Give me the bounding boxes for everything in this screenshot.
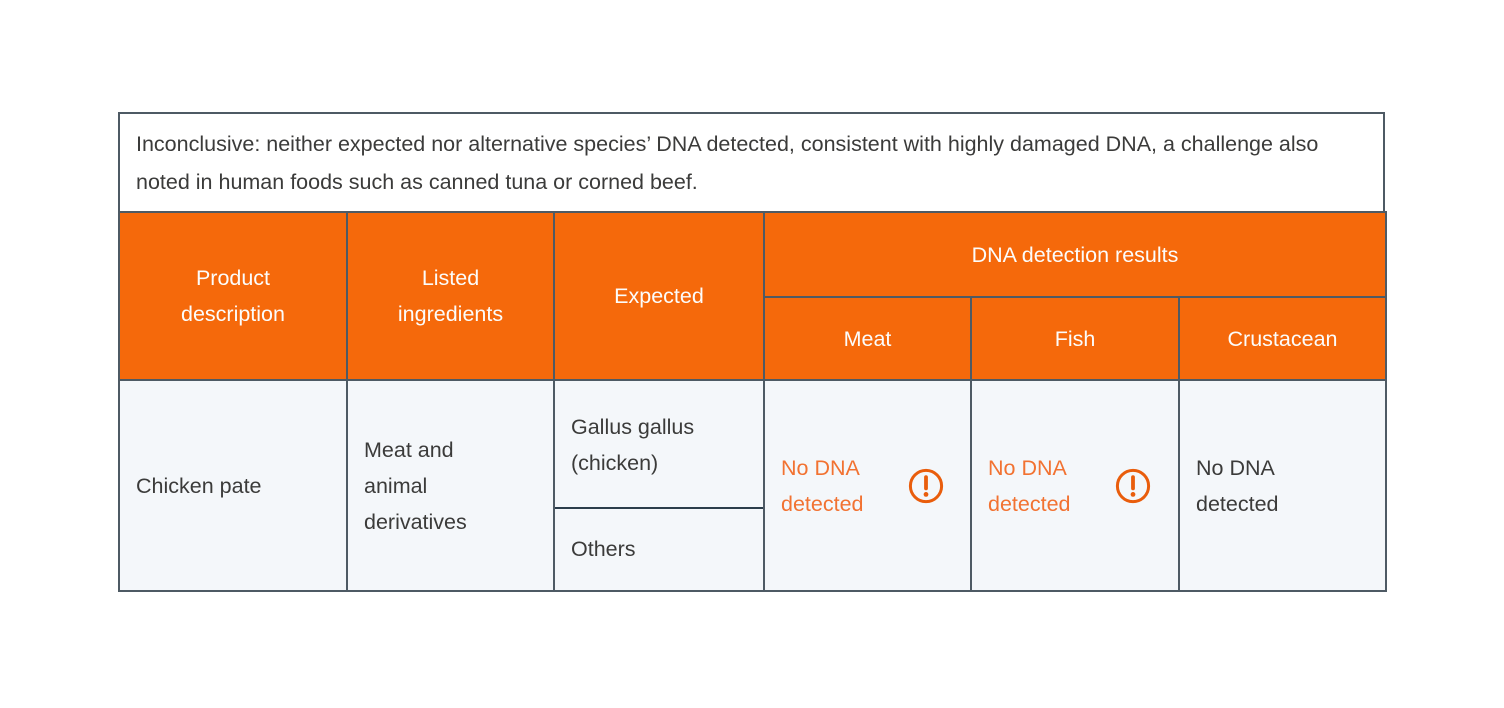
expected-others-text: Others xyxy=(571,537,636,561)
table-row: Chicken pate Meat and animal derivatives… xyxy=(118,379,1388,592)
listed-ingredients-text: Meat and animal derivatives xyxy=(364,437,467,534)
header-listed-ingredients: Listed ingredients xyxy=(346,211,555,381)
header-meat: Meat xyxy=(763,296,972,381)
dna-results-table: Product description Listed ingredients E… xyxy=(118,211,1388,592)
header-fish: Fish xyxy=(970,296,1180,381)
header-expected: Expected xyxy=(553,211,765,381)
header-crustacean: Crustacean xyxy=(1177,296,1388,381)
cell-product-description: Chicken pate xyxy=(118,379,348,592)
inconclusive-note-box: Inconclusive: neither expected nor alter… xyxy=(118,112,1385,213)
fish-result-text: No DNA detected xyxy=(988,455,1071,516)
expected-species-subcell: Gallus gallus (chicken) xyxy=(555,382,763,509)
crustacean-result-text: No DNA detected xyxy=(1196,455,1279,516)
header-product-description: Product description xyxy=(118,211,348,381)
header-dna-detection-results: DNA detection results xyxy=(762,211,1388,298)
inconclusive-note-text: Inconclusive: neither expected nor alter… xyxy=(136,131,1319,194)
product-description-text: Chicken pate xyxy=(136,473,262,498)
cell-fish-result: No DNA detected xyxy=(970,379,1180,592)
cell-meat-result: No DNA detected xyxy=(763,379,972,592)
warning-icon xyxy=(1115,468,1151,503)
cell-listed-ingredients: Meat and animal derivatives xyxy=(346,379,555,592)
meat-result-text: No DNA detected xyxy=(781,455,864,516)
warning-icon xyxy=(908,468,944,503)
expected-species-text: Gallus gallus (chicken) xyxy=(571,414,695,475)
cell-expected: Gallus gallus (chicken) Others xyxy=(553,379,765,592)
dna-results-panel: Inconclusive: neither expected nor alter… xyxy=(118,112,1388,592)
cell-crustacean-result: No DNA detected xyxy=(1177,379,1388,592)
expected-others-subcell: Others xyxy=(555,509,763,589)
